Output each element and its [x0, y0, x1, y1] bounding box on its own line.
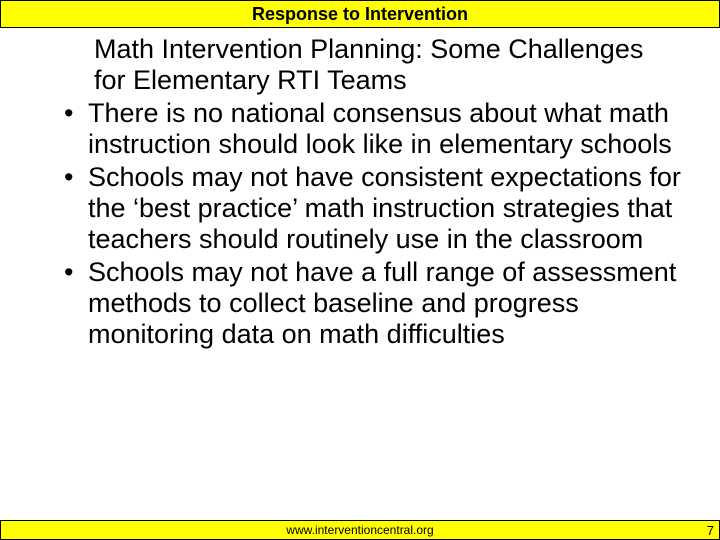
- list-item: Schools may not have consistent expectat…: [64, 162, 682, 255]
- list-item: There is no national consensus about wha…: [64, 98, 682, 160]
- list-item: Schools may not have a full range of ass…: [64, 257, 682, 350]
- page-number: 7: [707, 523, 714, 538]
- footer-url: www.interventioncentral.org: [286, 523, 433, 537]
- slide-content: Math Intervention Planning: Some Challen…: [0, 28, 720, 350]
- footer-bar: www.interventioncentral.org: [0, 520, 720, 540]
- header-title: Response to Intervention: [252, 4, 468, 25]
- slide-title: Math Intervention Planning: Some Challen…: [94, 34, 682, 96]
- header-bar: Response to Intervention: [0, 0, 720, 28]
- bullet-list: There is no national consensus about wha…: [64, 98, 682, 350]
